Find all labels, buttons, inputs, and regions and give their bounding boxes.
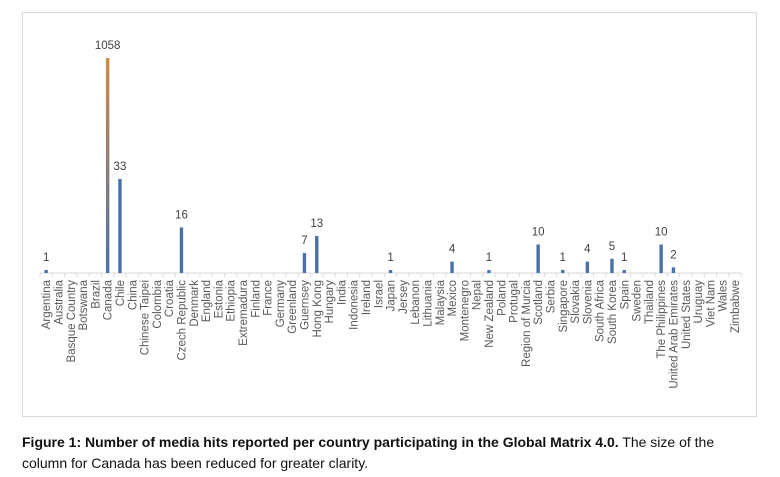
data-label: 33 — [114, 161, 127, 173]
bar-spain — [622, 270, 626, 273]
x-tick-label: Slovenia — [582, 279, 594, 324]
x-tick-label: Ethiopia — [226, 279, 238, 321]
x-tick-label: Denmark — [189, 280, 201, 327]
x-tick-label: The Philippines — [656, 280, 668, 359]
data-label: 1 — [560, 252, 566, 264]
x-tick-label: Sweden — [632, 280, 644, 322]
x-tick-label: Chinese Taipei — [140, 280, 152, 355]
data-label: 7 — [301, 235, 307, 247]
x-tick-label: Malaysia — [435, 279, 447, 325]
x-tick-label: India — [336, 279, 348, 305]
x-tick-label: Greenland — [287, 280, 299, 334]
x-tick-label: Serbia — [545, 279, 557, 313]
bar-slovenia — [585, 261, 590, 273]
bar-argentina — [44, 270, 48, 273]
x-tick-label: Region of Murcia — [521, 279, 533, 367]
data-label: 4 — [584, 244, 591, 256]
bar-singapore — [561, 270, 565, 273]
x-tick-label: Zimbabwe — [730, 280, 742, 333]
bar-canada — [105, 58, 110, 273]
x-tick-label: Ireland — [361, 280, 373, 315]
x-tick-label: Thailand — [644, 280, 656, 324]
x-tick-label: Argentina — [41, 279, 53, 329]
data-label: 13 — [310, 218, 323, 230]
data-label: 1 — [43, 252, 49, 264]
x-tick-label: Jersey — [398, 280, 410, 314]
x-tick-label: Japan — [386, 280, 398, 311]
bar-south-korea — [610, 258, 614, 273]
x-tick-label: Slovakia — [570, 279, 582, 323]
data-label: 16 — [175, 209, 188, 221]
x-tick-label: Croatia — [164, 279, 176, 317]
caption-bold: Figure 1: Number of media hits reported … — [22, 434, 619, 450]
x-tick-label: Lebanon — [410, 280, 422, 325]
x-tick-label: Germany — [275, 280, 287, 328]
caption-text: The size of the column for Canada has be… — [22, 434, 715, 471]
x-tick-label: Hungary — [324, 280, 336, 324]
bar-mexico — [450, 261, 454, 273]
x-tick-label: Uruguay — [693, 280, 705, 324]
bar-new-zealand — [487, 270, 491, 273]
x-tick-label: South Africa — [595, 279, 607, 342]
bar-chile — [118, 178, 122, 273]
x-tick-label: China — [127, 279, 139, 310]
bar-guernsey — [302, 253, 307, 273]
bar-hong-kong — [315, 235, 319, 273]
x-tick-label: Botswana — [78, 279, 90, 330]
figure-caption: Figure 1: Number of media hits reported … — [22, 432, 762, 474]
x-tick-label: Indonesia — [349, 279, 361, 329]
x-tick-label: Mexico — [447, 280, 459, 316]
bar-czech-republic — [179, 227, 184, 273]
x-tick-label: Czech Republic — [176, 280, 188, 361]
x-tick-label: France — [263, 280, 275, 316]
x-tick-label: Lithuania — [422, 279, 434, 326]
x-tick-label: Protugal — [509, 280, 521, 323]
x-tick-label: Chile — [115, 280, 127, 306]
data-label: 5 — [609, 241, 615, 253]
x-tick-label: United Arab Emirates — [668, 280, 680, 389]
data-label: 10 — [532, 227, 545, 239]
bar-scotland — [536, 244, 540, 273]
x-tick-label: Hong Kong — [312, 280, 324, 338]
x-tick-label: Canada — [103, 279, 115, 320]
chart-frame: 1 Argentina Australia Basque Country Botswan… — [22, 12, 757, 417]
x-tick-label: Montenegro — [459, 280, 471, 341]
x-tick-label: England — [201, 280, 213, 322]
x-tick-label: Finland — [250, 280, 262, 318]
x-tick-label: South Korea — [607, 279, 619, 344]
data-label: 10 — [655, 227, 668, 239]
bar-chart: 1 Argentina Australia Basque Country Botswan… — [39, 40, 742, 389]
x-tick-label: Basque Country — [66, 280, 78, 363]
x-tick-label: Poland — [496, 280, 508, 316]
x-tick-label: Brazil — [90, 280, 102, 309]
data-label: 1058 — [95, 40, 121, 52]
bar-the-philippines — [659, 244, 663, 273]
data-label: 1 — [387, 252, 393, 264]
x-tick-label: Viet Nam — [705, 280, 717, 327]
x-tick-label: New Zealand — [484, 280, 496, 348]
x-tick-label: Israel — [373, 280, 385, 308]
data-label: 4 — [449, 244, 456, 256]
x-tick-label: Wales — [718, 280, 730, 312]
x-tick-label: Spain — [619, 280, 631, 309]
x-tick-label: Australia — [53, 279, 65, 324]
x-tick-label: Singapore — [558, 280, 570, 332]
x-tick-label: United States — [681, 280, 693, 349]
data-label: 1 — [621, 252, 627, 264]
data-label: 1 — [486, 252, 492, 264]
x-tick-label: Nepal — [472, 280, 484, 310]
bar-united-arab-emirates — [671, 267, 676, 273]
data-label: 2 — [670, 249, 676, 261]
x-tick-label: Colombia — [152, 279, 164, 328]
x-tick-label: Extremadura — [238, 279, 250, 345]
x-tick-label: Guernsey — [299, 280, 311, 330]
x-tick-label: Estonia — [213, 279, 225, 318]
x-tick-label: Scotland — [533, 280, 545, 325]
bar-japan — [388, 270, 393, 273]
